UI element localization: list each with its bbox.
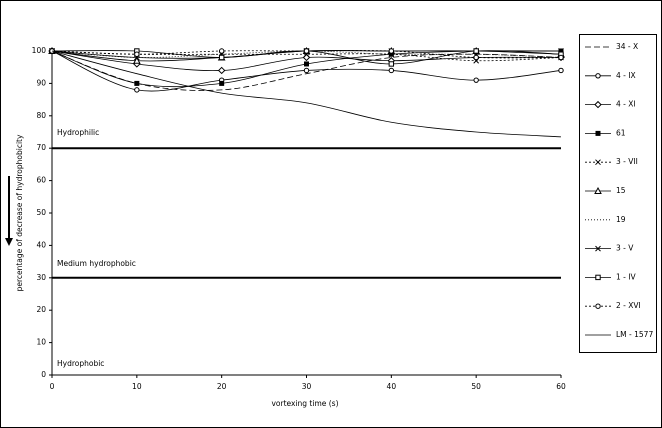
annotation: Hydrophobic bbox=[57, 359, 104, 368]
x-tick-label: 20 bbox=[217, 382, 227, 391]
x-axis-label: vortexing time (s) bbox=[271, 399, 338, 408]
legend-label: 3 - V bbox=[616, 244, 634, 253]
y-tick-label: 0 bbox=[41, 370, 46, 379]
y-tick-label: 100 bbox=[32, 46, 47, 55]
legend-label: 61 bbox=[616, 128, 626, 137]
legend-label: 4 - IX bbox=[616, 71, 636, 80]
y-tick-label: 30 bbox=[36, 273, 46, 282]
legend-label: 15 bbox=[616, 186, 626, 195]
marker bbox=[218, 54, 225, 61]
x-tick-label: 0 bbox=[50, 382, 55, 391]
marker bbox=[303, 48, 310, 54]
marker bbox=[388, 61, 395, 67]
y-tick-label: 60 bbox=[36, 176, 46, 185]
legend-label: 19 bbox=[616, 215, 626, 224]
marker bbox=[558, 54, 564, 61]
legend-marker bbox=[595, 274, 601, 281]
series-line bbox=[51, 50, 562, 138]
y-tick-label: 80 bbox=[36, 111, 46, 120]
y-tick-label: 90 bbox=[36, 78, 46, 87]
legend-marker bbox=[595, 73, 601, 79]
y-axis-label: percentage of decrease of hydrophobicity bbox=[15, 134, 24, 291]
marker bbox=[134, 51, 140, 57]
marker bbox=[134, 87, 140, 93]
marker bbox=[473, 77, 479, 83]
annotation: Medium hydrophobic bbox=[57, 259, 136, 268]
x-tick-label: 50 bbox=[471, 382, 481, 391]
x-tick-label: 60 bbox=[556, 382, 566, 391]
marker bbox=[388, 48, 395, 54]
legend-label: 2 - XVI bbox=[616, 301, 641, 310]
marker bbox=[388, 67, 395, 74]
legend-marker bbox=[595, 303, 601, 309]
legend-marker bbox=[595, 159, 601, 166]
legend-label: 1 - IV bbox=[616, 272, 636, 281]
marker bbox=[303, 67, 310, 74]
y-tick-label: 40 bbox=[36, 240, 46, 249]
legend-box bbox=[579, 34, 657, 353]
marker bbox=[218, 48, 225, 54]
marker bbox=[558, 67, 564, 74]
legend-label: 4 - XI bbox=[616, 100, 636, 109]
marker bbox=[217, 66, 226, 75]
legend-label: LM - 1577 bbox=[616, 330, 653, 339]
x-tick-label: 40 bbox=[387, 382, 397, 391]
marker bbox=[304, 61, 309, 67]
legend-marker bbox=[595, 245, 601, 252]
marker bbox=[473, 48, 479, 54]
y-tick-label: 10 bbox=[36, 338, 46, 347]
x-tick-label: 30 bbox=[302, 382, 312, 391]
legend-marker bbox=[594, 186, 602, 194]
legend-marker bbox=[594, 100, 602, 109]
marker bbox=[132, 56, 141, 64]
y-tick-label: 70 bbox=[36, 143, 46, 152]
annotation: Hydrophilic bbox=[57, 128, 99, 137]
legend-label: 3 - VII bbox=[616, 157, 638, 166]
y-tick-label: 20 bbox=[36, 305, 46, 314]
y-tick-label: 50 bbox=[36, 208, 46, 217]
legend-marker bbox=[595, 130, 601, 136]
marker bbox=[473, 54, 479, 61]
x-tick-label: 10 bbox=[132, 382, 142, 391]
marker bbox=[219, 80, 225, 86]
arrow-head bbox=[5, 238, 13, 246]
legend-label: 34 - X bbox=[616, 42, 638, 51]
marker bbox=[134, 80, 140, 86]
